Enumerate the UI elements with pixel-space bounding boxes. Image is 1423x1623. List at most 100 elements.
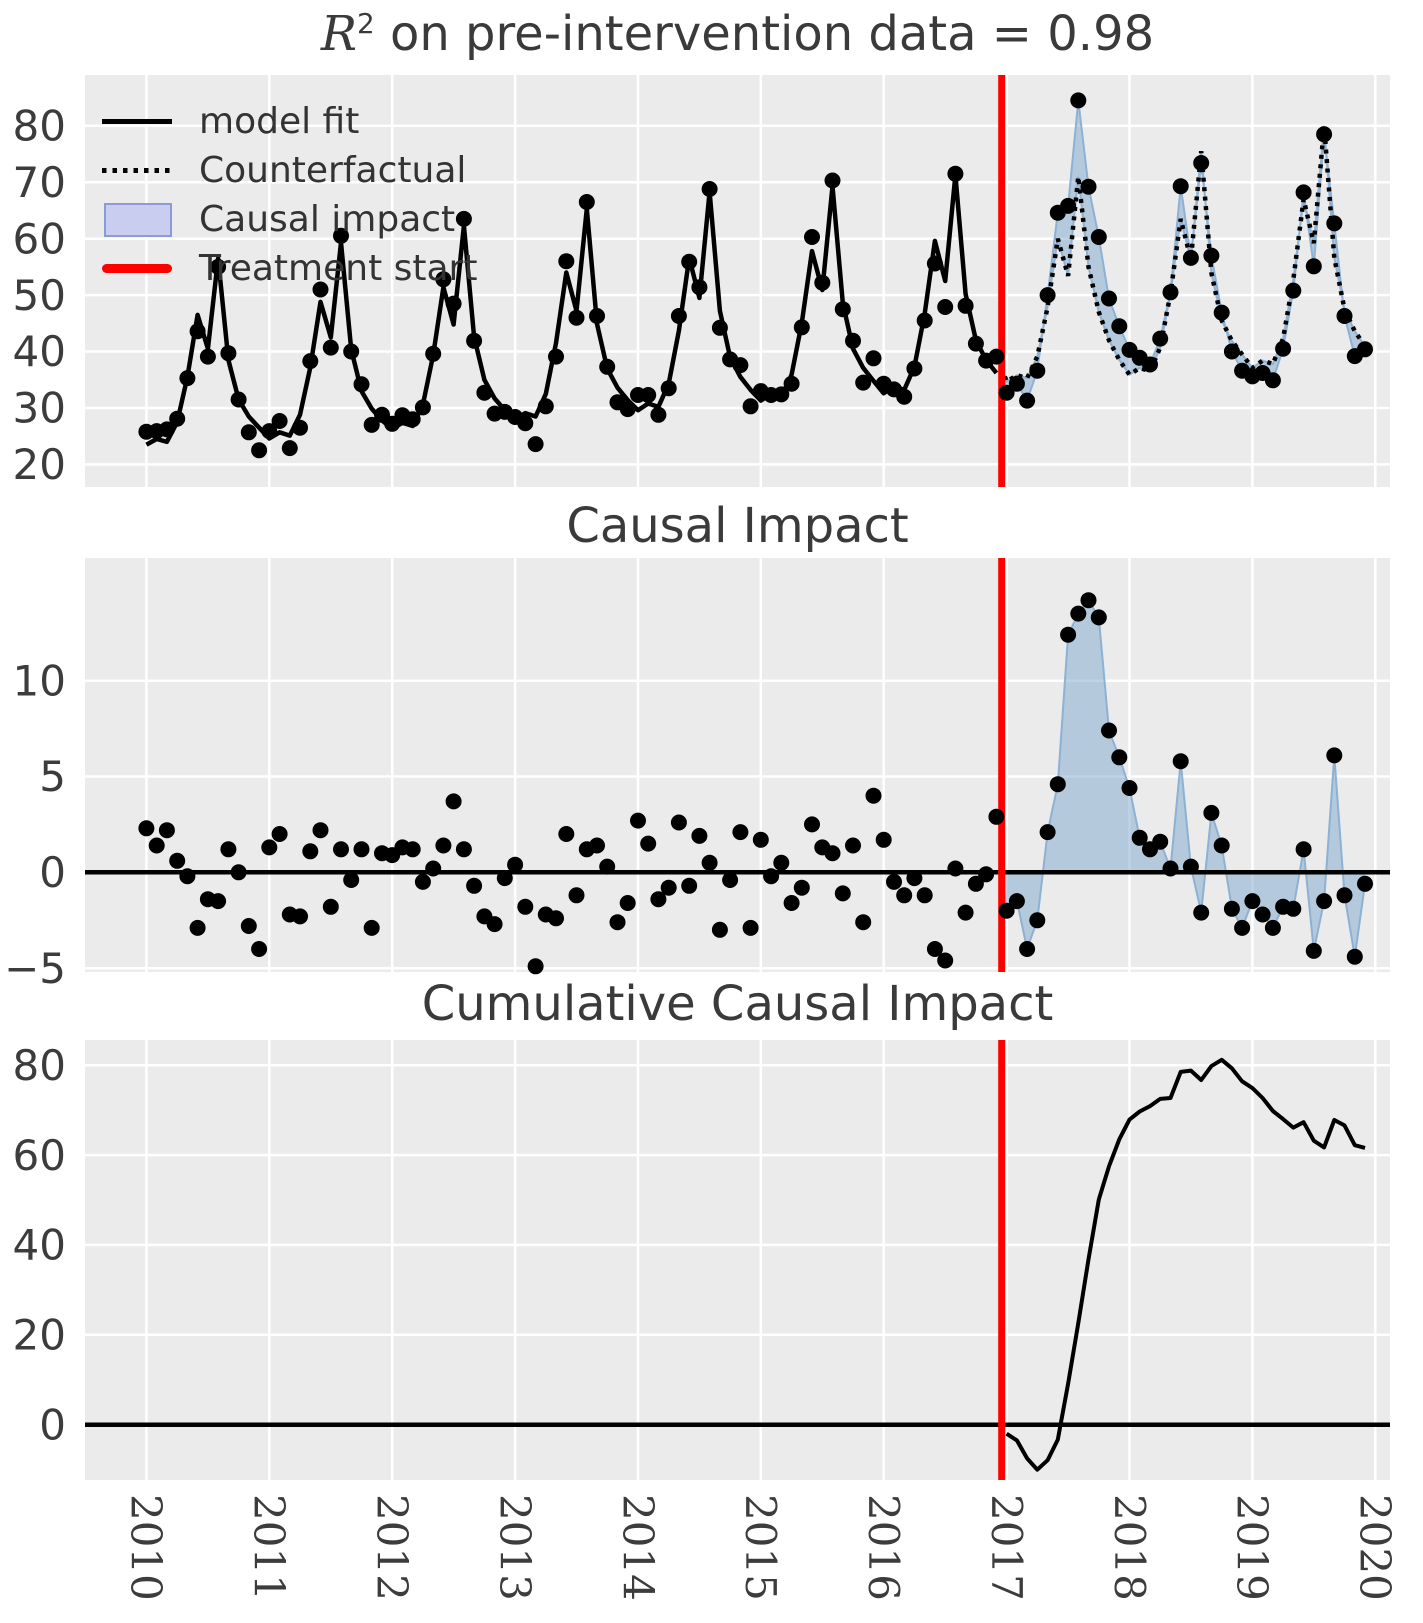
observed-point bbox=[1336, 308, 1353, 324]
observed-point bbox=[855, 374, 872, 391]
impact-points bbox=[138, 592, 1373, 975]
observed-point bbox=[865, 350, 882, 367]
observed-point bbox=[998, 384, 1015, 401]
observed-point bbox=[742, 398, 759, 415]
observed-point bbox=[1142, 356, 1158, 373]
impact-point bbox=[1090, 609, 1107, 626]
impact-point bbox=[138, 820, 155, 837]
observed-point bbox=[681, 253, 698, 270]
observed-point bbox=[1295, 184, 1312, 201]
x-tick-label: 2020 bbox=[1351, 1494, 1400, 1601]
legend-item-counterfactual: Counterfactual bbox=[102, 146, 477, 195]
impact-point bbox=[179, 868, 196, 885]
x-tick-label: 2018 bbox=[1105, 1494, 1154, 1601]
impact-point bbox=[1203, 804, 1220, 821]
title-math-exponent: 2 bbox=[356, 7, 375, 40]
observed-point bbox=[179, 370, 196, 387]
impact-point bbox=[732, 824, 749, 841]
impact-point bbox=[220, 841, 237, 858]
y-tick-label: 20 bbox=[13, 440, 66, 489]
impact-point bbox=[630, 812, 646, 829]
impact-point bbox=[998, 902, 1015, 919]
y-tick-label: 80 bbox=[13, 1041, 66, 1090]
impact-point bbox=[711, 921, 728, 938]
impact-point bbox=[1162, 860, 1179, 877]
y-tick-label: 50 bbox=[13, 271, 66, 320]
observed-point bbox=[169, 410, 186, 427]
impact-point bbox=[404, 841, 421, 858]
x-tick-label: 2016 bbox=[859, 1494, 908, 1601]
impact-point bbox=[1254, 906, 1271, 923]
y-tick-label: 10 bbox=[13, 656, 66, 705]
observed-point bbox=[1275, 340, 1292, 357]
impact-point bbox=[425, 860, 442, 877]
observed-point bbox=[333, 227, 349, 244]
impact-point bbox=[875, 831, 892, 848]
y-tick-label: 40 bbox=[13, 1221, 66, 1270]
x-tick-label: 2015 bbox=[736, 1494, 785, 1601]
impact-point bbox=[1008, 893, 1025, 910]
x-tick-label: 2017 bbox=[982, 1494, 1031, 1601]
observed-point bbox=[261, 423, 278, 440]
observed-point bbox=[199, 348, 216, 365]
impact-point bbox=[1305, 942, 1322, 959]
impact-point bbox=[158, 822, 175, 839]
observed-point bbox=[210, 258, 227, 275]
observed-point bbox=[1264, 372, 1281, 389]
impact-point bbox=[926, 941, 943, 957]
impact-point bbox=[886, 873, 902, 890]
observed-point bbox=[292, 419, 308, 436]
impact-point bbox=[1060, 626, 1077, 643]
observed-point bbox=[1316, 126, 1333, 143]
legend: model fit Counterfactual Causal impact T… bbox=[102, 97, 477, 293]
observed-point bbox=[1223, 343, 1240, 360]
y-tick-label: 0 bbox=[39, 1400, 66, 1449]
observed-point bbox=[1162, 284, 1179, 301]
impact-point bbox=[619, 895, 636, 911]
impact-point bbox=[773, 854, 790, 871]
impact-point bbox=[1346, 948, 1363, 965]
y-tick-label: 70 bbox=[13, 158, 66, 207]
observed-point bbox=[845, 332, 861, 349]
impact-point bbox=[1131, 829, 1148, 846]
impact-point bbox=[1070, 605, 1087, 622]
impact-point bbox=[1316, 893, 1333, 910]
impact-point bbox=[1244, 893, 1261, 910]
observed-point bbox=[414, 399, 431, 416]
impact-point bbox=[353, 841, 370, 858]
observed-point bbox=[363, 416, 380, 433]
observed-point bbox=[302, 353, 319, 370]
y-tick-label: 60 bbox=[13, 1131, 66, 1180]
observed-point bbox=[578, 194, 595, 210]
impact-point bbox=[1172, 753, 1189, 770]
observed-point bbox=[824, 172, 841, 189]
impact-point bbox=[1357, 875, 1373, 892]
observed-point bbox=[947, 165, 964, 182]
impact-point bbox=[1101, 722, 1117, 739]
observed-point bbox=[1039, 287, 1056, 304]
impact-point bbox=[1182, 858, 1199, 875]
observed-point bbox=[773, 386, 790, 403]
observed-point bbox=[548, 348, 564, 365]
impact-point bbox=[804, 816, 820, 833]
observed-point bbox=[1101, 290, 1117, 307]
impact-point bbox=[988, 808, 1005, 825]
impact-point bbox=[978, 866, 995, 883]
plot-area-impact bbox=[85, 558, 1390, 972]
observed-point bbox=[1090, 229, 1107, 245]
impact-point bbox=[660, 879, 677, 896]
impact-point bbox=[251, 941, 268, 957]
observed-point bbox=[711, 319, 728, 336]
legend-label: Causal impact bbox=[199, 199, 456, 240]
treatment-start-line-sample bbox=[102, 264, 172, 273]
impact-point bbox=[322, 898, 339, 915]
x-tick-label: 2019 bbox=[1228, 1494, 1277, 1601]
model-fit-line-sample bbox=[102, 119, 172, 124]
impact-point bbox=[169, 852, 186, 869]
impact-point bbox=[670, 814, 687, 831]
impact-point bbox=[763, 868, 780, 885]
observed-point bbox=[691, 279, 708, 296]
impact-point bbox=[435, 837, 452, 854]
